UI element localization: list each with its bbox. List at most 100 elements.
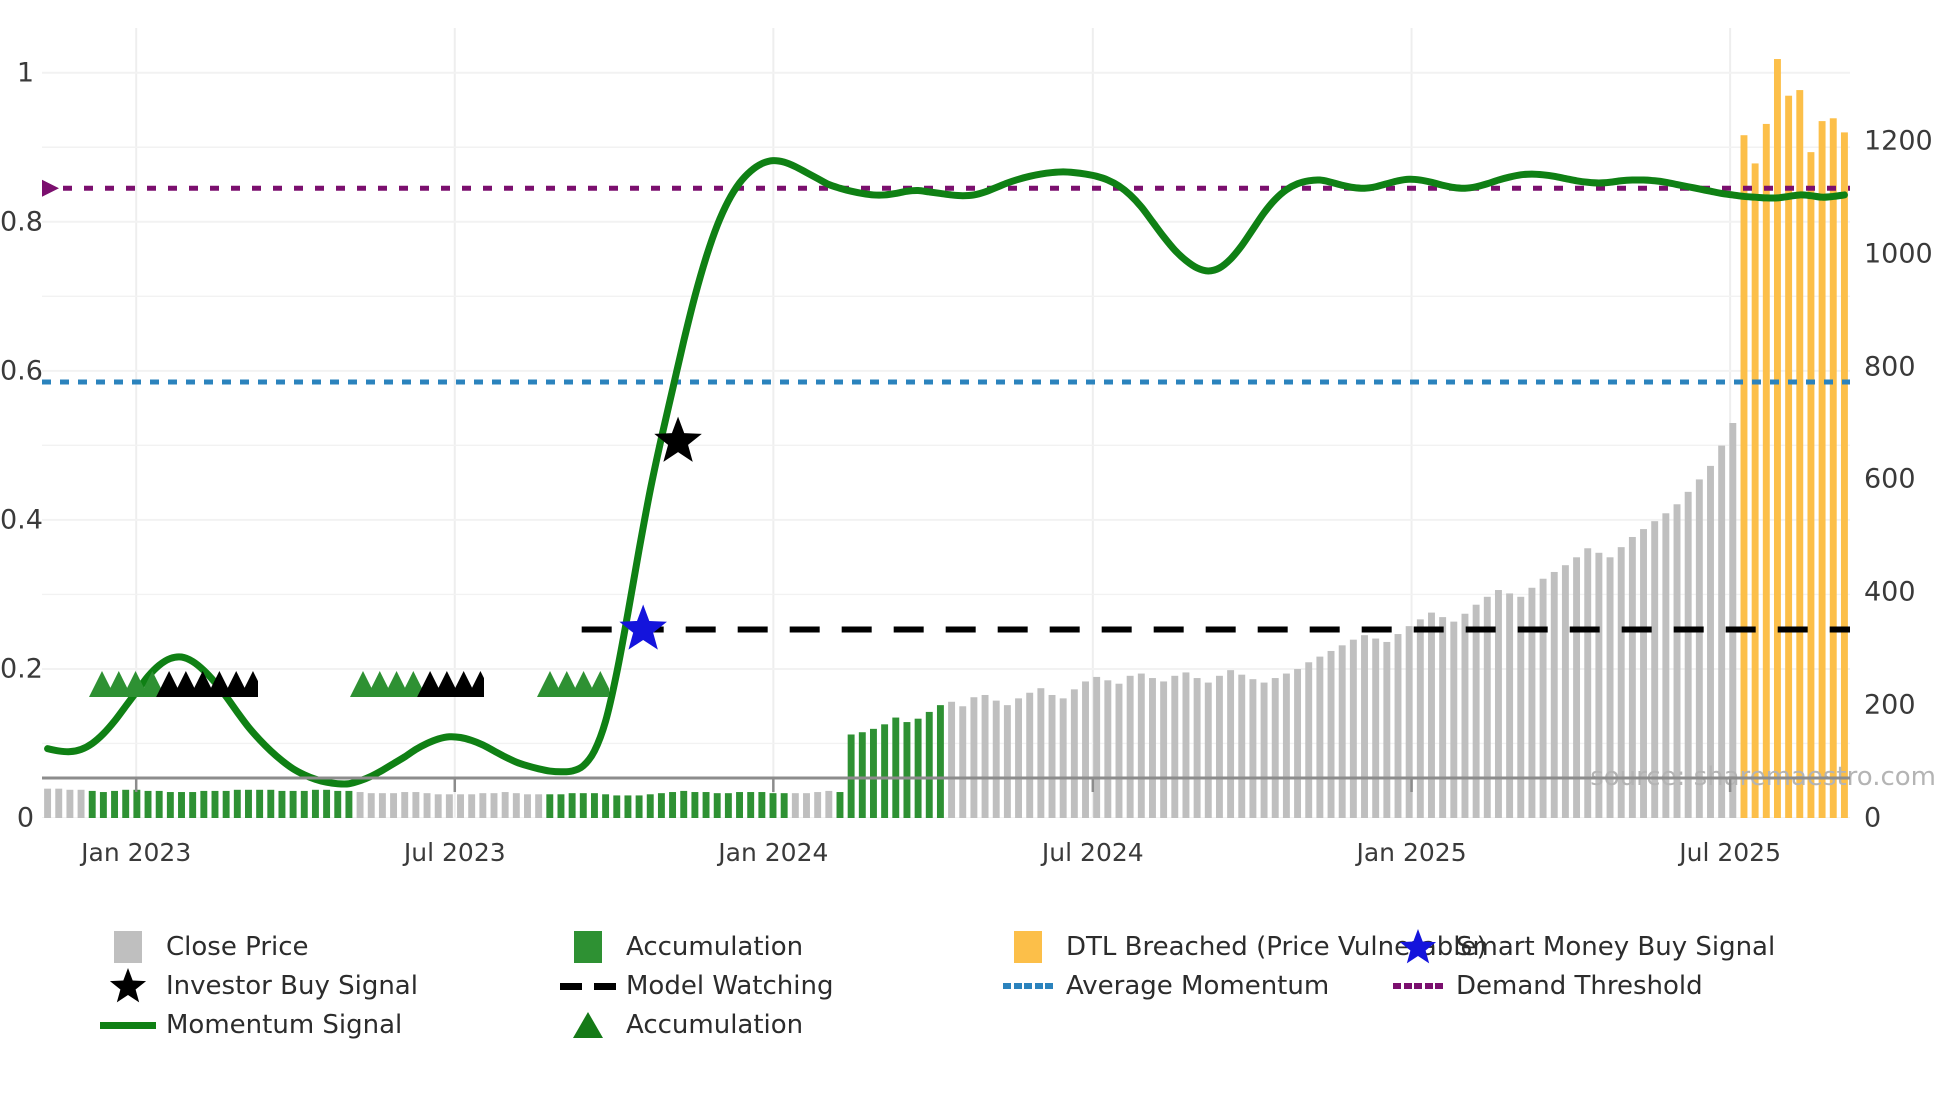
accumulation-triangle-icon xyxy=(467,671,484,697)
accumulation-triangle-icon xyxy=(105,671,132,697)
accumulation-bar xyxy=(613,795,621,818)
x-axis-tick-label: Jul 2023 xyxy=(403,838,506,867)
legend-star-icon xyxy=(109,968,147,1003)
legend-triangle-icon xyxy=(573,1012,603,1038)
investor-star-swatch xyxy=(100,966,156,1006)
accumulation-bar xyxy=(836,792,844,818)
legend-item-label: Accumulation xyxy=(626,1010,804,1040)
legend-dotted-icon xyxy=(1003,983,1053,989)
accumulation-triangle-group xyxy=(350,671,484,697)
close-price-bar xyxy=(1729,423,1737,818)
legend-item[interactable]: Accumulation xyxy=(560,1006,803,1044)
accumulation-bar xyxy=(568,793,576,818)
accumulation-bar xyxy=(881,724,889,818)
legend-item-label: Average Momentum xyxy=(1066,971,1330,1001)
accumulation-bar xyxy=(780,793,788,818)
close-price-bar xyxy=(1372,638,1380,818)
close-price-bar xyxy=(55,788,63,818)
dtl-breached-bar xyxy=(1740,135,1748,818)
close-price-bar xyxy=(1573,557,1581,818)
x-axis-tick-label: Jul 2024 xyxy=(1041,838,1144,867)
close-price-bar xyxy=(1461,613,1469,818)
close-price-bar xyxy=(1093,676,1101,818)
legend-item[interactable]: Momentum Signal xyxy=(100,1006,402,1044)
accumulation-triangle-icon xyxy=(434,671,461,697)
close-price-bar xyxy=(1149,678,1156,818)
close-price-bar xyxy=(490,793,498,818)
close-price-bar xyxy=(1405,626,1413,818)
accumulation-bar xyxy=(267,789,275,818)
close-price-bar xyxy=(535,794,543,818)
close-price-bar xyxy=(1528,587,1536,818)
accumulation-bar xyxy=(669,792,677,818)
legend-item[interactable]: Demand Threshold xyxy=(1390,967,1703,1005)
left-axis-tick-label: 0 xyxy=(16,802,34,834)
legend-dotted-icon xyxy=(1393,983,1443,989)
close-price-bar xyxy=(1383,641,1391,818)
accumulation-bar xyxy=(122,789,130,818)
accumulation-bar xyxy=(635,795,643,818)
close-price-bar xyxy=(1640,529,1647,818)
left-axis-tick-label: 0.8 xyxy=(0,206,43,238)
legend-item[interactable]: Model Watching xyxy=(560,967,833,1005)
accumulation-triangle-icon xyxy=(189,671,216,697)
left-axis-tick-label: 0.6 xyxy=(0,355,43,387)
close-price-bar xyxy=(1606,557,1614,818)
close-price-bar xyxy=(1193,678,1201,818)
plot-area xyxy=(42,28,1850,818)
close-price-bar xyxy=(445,794,453,818)
dtl-breached-bar xyxy=(1829,118,1837,818)
legend-item-label: Smart Money Buy Signal xyxy=(1456,932,1776,962)
accumulation-bar xyxy=(211,790,219,818)
legend-item[interactable]: Accumulation xyxy=(560,928,803,966)
right-axis-tick-label: 1000 xyxy=(1864,238,1933,270)
close-price-bar xyxy=(1037,688,1045,818)
close-price-bar xyxy=(1015,698,1023,818)
accumulation-bar xyxy=(691,792,699,818)
close-price-bar xyxy=(390,793,398,818)
close-price-bar xyxy=(501,792,509,818)
close-price-bar xyxy=(1628,536,1636,818)
legend-row: Investor Buy Signal Model Watching Average… xyxy=(100,967,1950,1005)
accumulation-bar xyxy=(111,790,119,818)
accumulation-bar xyxy=(579,793,587,818)
accumulation-bar xyxy=(144,790,152,818)
close-price-bar xyxy=(1472,604,1480,818)
dtl-breached-bar xyxy=(1751,163,1759,818)
accumulation-bar xyxy=(222,790,230,818)
accumulation-triangle-icon xyxy=(122,671,149,697)
close-price-bar xyxy=(1673,504,1681,818)
legend-item-label: Accumulation xyxy=(626,932,804,962)
close-price-bar xyxy=(1282,673,1290,818)
dtl-breached-bar xyxy=(1796,90,1804,818)
close-price-bar xyxy=(981,694,989,818)
close-price-bar xyxy=(1227,670,1235,818)
close-price-bar xyxy=(814,792,822,818)
accumulation-bar xyxy=(590,793,598,818)
legend-item[interactable]: Average Momentum xyxy=(1000,967,1329,1005)
legend-item[interactable]: Smart Money Buy Signal xyxy=(1390,928,1775,966)
smart-money-buy-signal-star-icon xyxy=(619,604,667,650)
close-price-bar xyxy=(970,697,978,818)
close-price-bar xyxy=(1617,547,1625,818)
dtl-breached-bar xyxy=(1840,132,1848,818)
close-price-bar xyxy=(1550,571,1558,818)
close-price-bar xyxy=(1160,681,1168,818)
accumulation-triangle-icon xyxy=(417,671,444,697)
close-price-bar xyxy=(524,794,531,818)
accumulation-triangle-icon xyxy=(350,671,377,697)
accumulation-bar xyxy=(178,792,185,818)
close-price-bar xyxy=(1260,682,1268,818)
close-price-swatch xyxy=(100,931,156,963)
close-price-bar xyxy=(1450,621,1458,818)
accumulation-bar xyxy=(747,792,755,818)
legend-item[interactable]: Investor Buy Signal xyxy=(100,967,418,1005)
close-price-bar xyxy=(1215,675,1223,818)
close-price-bar xyxy=(1048,694,1056,818)
legend-item[interactable]: Close Price xyxy=(100,928,309,966)
accumulation-triangle-icon xyxy=(139,671,166,697)
dtl-breached-bar xyxy=(1785,95,1793,818)
legend-row: Close Price Accumulation DTL Breached (Pri… xyxy=(100,928,1950,966)
close-price-bar xyxy=(512,793,520,818)
chart-svg xyxy=(42,28,1850,818)
